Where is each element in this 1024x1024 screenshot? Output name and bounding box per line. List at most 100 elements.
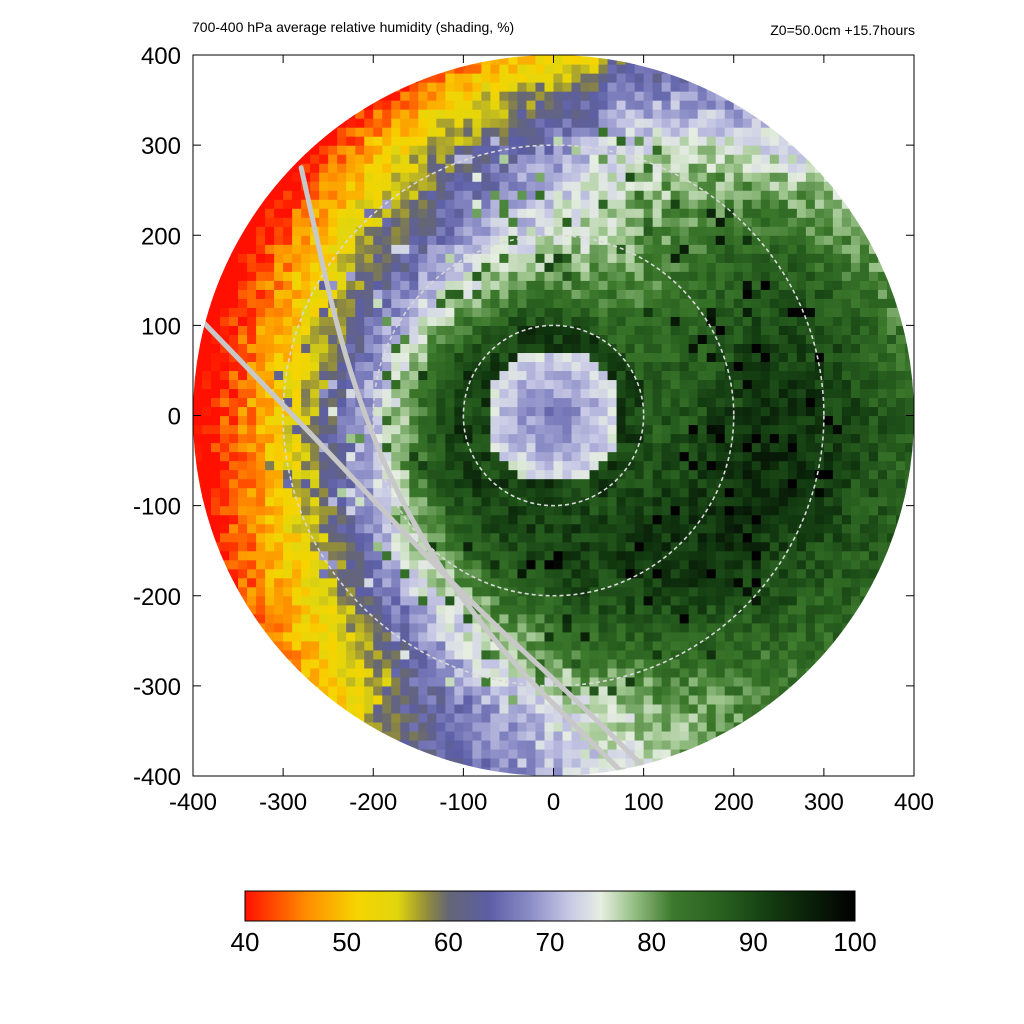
field-cell bbox=[643, 541, 654, 552]
field-cell bbox=[544, 721, 555, 732]
field-cell bbox=[832, 568, 843, 579]
field-cell bbox=[589, 496, 600, 507]
field-cell bbox=[715, 433, 726, 444]
field-cell bbox=[706, 712, 717, 723]
field-cell bbox=[427, 118, 437, 128]
field-cell bbox=[562, 343, 573, 354]
field-cell bbox=[787, 334, 798, 344]
field-cell bbox=[418, 100, 428, 110]
field-cell bbox=[643, 343, 654, 354]
field-cell bbox=[526, 424, 537, 435]
field-cell bbox=[391, 703, 401, 714]
field-cell bbox=[382, 226, 392, 236]
field-cell bbox=[724, 100, 735, 110]
field-cell bbox=[256, 352, 266, 363]
field-cell bbox=[382, 316, 392, 326]
field-cell bbox=[670, 577, 681, 588]
field-cell bbox=[787, 172, 798, 182]
field-cell bbox=[283, 568, 293, 579]
field-cell bbox=[463, 442, 473, 453]
field-cell bbox=[499, 667, 510, 678]
field-cell bbox=[418, 352, 428, 363]
field-cell bbox=[382, 208, 392, 218]
field-cell bbox=[742, 316, 753, 326]
field-cell bbox=[409, 334, 419, 344]
field-cell bbox=[328, 424, 338, 435]
field-cell bbox=[265, 208, 275, 218]
field-cell bbox=[436, 496, 446, 507]
field-cell bbox=[319, 325, 329, 335]
field-cell bbox=[634, 190, 645, 200]
field-cell bbox=[670, 136, 681, 146]
field-cell bbox=[670, 235, 681, 245]
field-cell bbox=[409, 100, 419, 110]
field-cell bbox=[733, 163, 744, 173]
field-cell bbox=[481, 235, 492, 245]
field-cell bbox=[463, 640, 473, 651]
field-cell bbox=[211, 397, 221, 408]
field-cell bbox=[364, 568, 374, 579]
field-cell bbox=[634, 460, 645, 471]
field-cell bbox=[328, 568, 338, 579]
field-cell bbox=[643, 748, 654, 759]
field-cell bbox=[535, 469, 546, 480]
field-cell bbox=[814, 343, 825, 354]
field-cell bbox=[418, 199, 428, 209]
field-cell bbox=[418, 334, 428, 344]
field-cell bbox=[292, 613, 302, 624]
field-cell bbox=[400, 559, 410, 570]
field-cell bbox=[814, 631, 825, 642]
field-cell bbox=[625, 361, 636, 372]
field-cell bbox=[202, 514, 212, 525]
field-cell bbox=[607, 424, 618, 435]
field-cell bbox=[283, 442, 293, 453]
field-cell bbox=[706, 622, 717, 633]
field-cell bbox=[445, 685, 455, 696]
field-cell bbox=[283, 577, 293, 588]
field-cell bbox=[427, 271, 437, 281]
field-cell bbox=[229, 487, 239, 498]
field-cell bbox=[508, 361, 519, 372]
field-cell bbox=[670, 622, 681, 633]
field-cell bbox=[337, 604, 347, 615]
field-cell bbox=[562, 460, 573, 471]
field-cell bbox=[292, 235, 302, 245]
field-cell bbox=[427, 712, 437, 723]
field-cell bbox=[616, 235, 627, 245]
field-cell bbox=[643, 496, 654, 507]
field-cell bbox=[310, 172, 320, 182]
field-cell bbox=[787, 532, 798, 543]
field-cell bbox=[454, 433, 464, 444]
field-cell bbox=[481, 595, 492, 606]
field-cell bbox=[580, 100, 591, 110]
field-cell bbox=[724, 676, 735, 687]
field-cell bbox=[373, 343, 383, 354]
field-cell bbox=[328, 658, 338, 669]
field-cell bbox=[571, 577, 582, 588]
field-cell bbox=[301, 496, 311, 507]
field-cell bbox=[688, 136, 699, 146]
field-cell bbox=[553, 208, 564, 218]
field-cell bbox=[769, 316, 780, 326]
field-cell bbox=[355, 631, 365, 642]
field-cell bbox=[454, 136, 464, 146]
field-cell bbox=[823, 568, 834, 579]
field-cell bbox=[301, 217, 311, 227]
field-cell bbox=[427, 469, 437, 480]
field-cell bbox=[715, 721, 726, 732]
field-cell bbox=[688, 703, 699, 714]
field-cell bbox=[706, 154, 717, 164]
field-cell bbox=[742, 208, 753, 218]
field-cell bbox=[661, 100, 672, 110]
field-cell bbox=[238, 523, 248, 534]
field-cell bbox=[256, 343, 266, 354]
field-cell bbox=[382, 352, 392, 363]
field-cell bbox=[562, 487, 573, 498]
field-cell bbox=[706, 604, 717, 615]
field-cell bbox=[751, 622, 762, 633]
field-cell bbox=[463, 487, 473, 498]
field-cell bbox=[625, 649, 636, 660]
field-cell bbox=[211, 316, 221, 326]
field-cell bbox=[382, 190, 392, 200]
field-cell bbox=[508, 280, 519, 290]
